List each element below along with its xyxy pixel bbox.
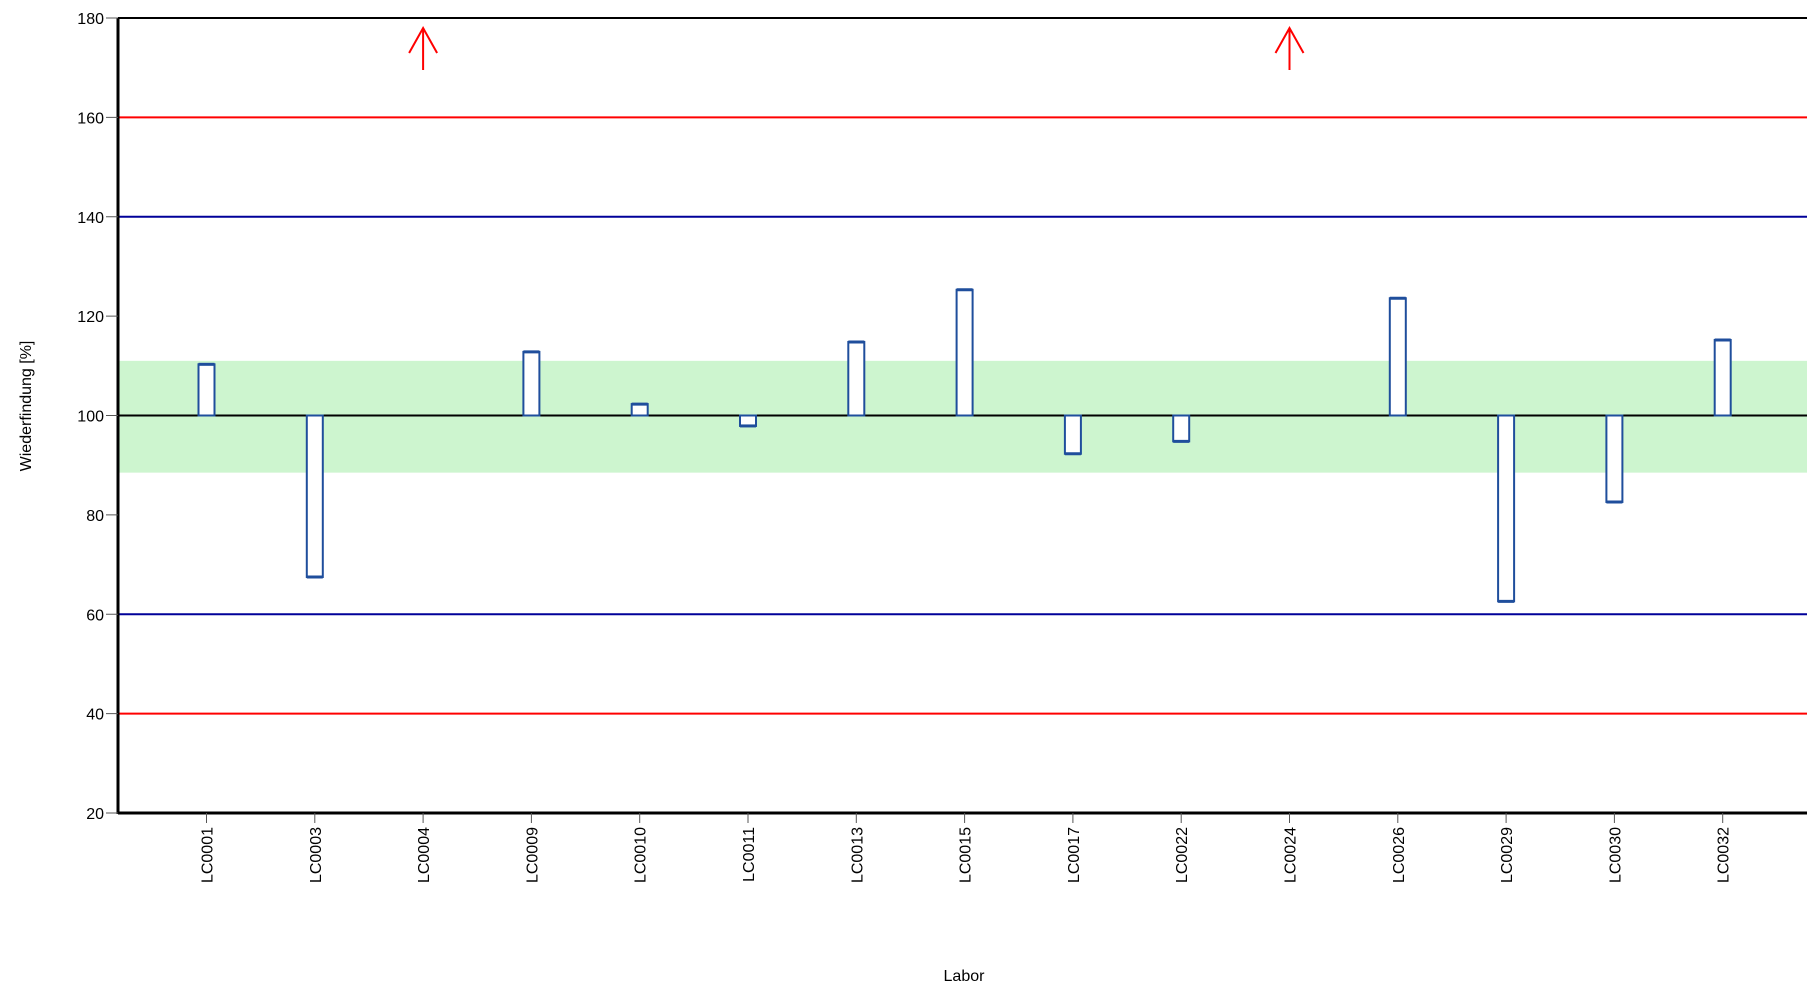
arrow-head xyxy=(408,25,438,54)
bar-lc0009 xyxy=(522,350,541,417)
x-tick-label-lc0011: LC0011 xyxy=(741,827,758,882)
y-tick-label-80: 80 xyxy=(86,508,104,525)
bar-lc0003 xyxy=(305,414,324,578)
bar-lc0015 xyxy=(955,288,974,417)
x-tick-label-lc0013: LC0013 xyxy=(849,827,866,883)
y-tick-label-20: 20 xyxy=(86,806,104,823)
y-axis-title: Wiederfindung [%] xyxy=(18,341,35,472)
x-tick-label-lc0029: LC0029 xyxy=(1499,827,1516,883)
x-tick-label-lc0032: LC0032 xyxy=(1716,827,1733,883)
y-tick-label-160: 160 xyxy=(77,110,104,127)
bar-lc0022 xyxy=(1172,414,1191,443)
y-tick-label-140: 140 xyxy=(77,210,104,227)
bar-lc0032 xyxy=(1713,338,1732,417)
arrow-head xyxy=(1274,25,1305,54)
x-tick-label-lc0004: LC0004 xyxy=(416,827,433,883)
bar-lc0029 xyxy=(1497,414,1516,603)
x-tick-label-lc0010: LC0010 xyxy=(633,827,650,883)
x-tick-label-lc0030: LC0030 xyxy=(1607,827,1624,883)
x-tick-label-lc0003: LC0003 xyxy=(308,827,325,883)
x-tick-label-lc0022: LC0022 xyxy=(1174,827,1191,883)
x-tick-label-lc0017: LC0017 xyxy=(1066,827,1083,883)
y-tick-label-60: 60 xyxy=(86,607,104,624)
off-scale-arrow-lc0024 xyxy=(1274,25,1305,70)
bar-lc0013 xyxy=(847,340,866,417)
x-tick-label-lc0001: LC0001 xyxy=(200,827,217,883)
bar-lc0030 xyxy=(1605,414,1624,503)
off-scale-arrow-lc0004 xyxy=(408,25,438,70)
y-tick-label-100: 100 xyxy=(77,409,104,426)
x-tick-label-lc0015: LC0015 xyxy=(958,827,975,883)
x-axis-title: Labor xyxy=(944,968,986,985)
y-tick-label-180: 180 xyxy=(77,11,104,28)
x-tick-label-lc0024: LC0024 xyxy=(1283,827,1300,883)
bar-lc0017 xyxy=(1063,414,1082,455)
x-tick-label-lc0026: LC0026 xyxy=(1391,827,1408,883)
y-tick-label-120: 120 xyxy=(77,309,104,326)
x-tick-label-lc0009: LC0009 xyxy=(524,827,541,883)
bar-lc0010 xyxy=(630,403,649,417)
bar-lc0011 xyxy=(739,414,757,427)
bar-lc0001 xyxy=(197,363,216,417)
bar-lc0026 xyxy=(1388,297,1407,417)
y-tick-label-40: 40 xyxy=(86,707,104,724)
